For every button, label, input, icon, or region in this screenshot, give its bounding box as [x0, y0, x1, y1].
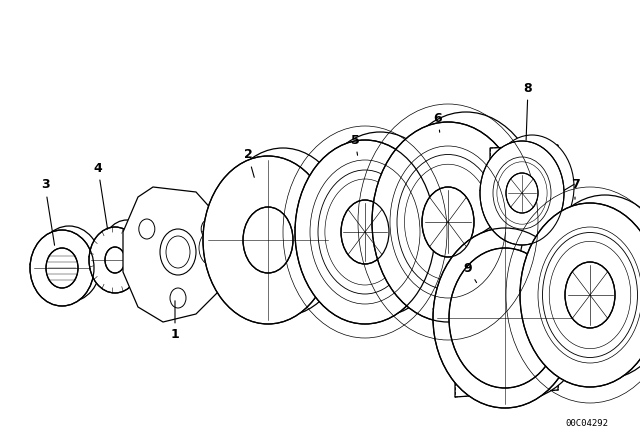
Text: 7: 7 — [571, 178, 579, 199]
Ellipse shape — [295, 140, 435, 324]
Ellipse shape — [310, 132, 450, 316]
Ellipse shape — [53, 244, 85, 284]
Ellipse shape — [516, 167, 548, 207]
Ellipse shape — [490, 135, 574, 239]
Text: 6: 6 — [434, 112, 442, 132]
Ellipse shape — [243, 207, 293, 273]
Text: 00C04292: 00C04292 — [565, 419, 608, 428]
Ellipse shape — [463, 240, 575, 380]
Ellipse shape — [203, 156, 333, 324]
Text: 2: 2 — [244, 148, 254, 177]
Ellipse shape — [372, 122, 524, 322]
Ellipse shape — [506, 173, 538, 213]
Text: 3: 3 — [41, 178, 54, 245]
Text: 5: 5 — [351, 134, 360, 155]
Polygon shape — [490, 145, 558, 268]
Ellipse shape — [422, 187, 474, 257]
Ellipse shape — [449, 248, 561, 388]
Polygon shape — [455, 265, 558, 397]
Text: 8: 8 — [524, 82, 532, 140]
Ellipse shape — [170, 288, 186, 308]
Ellipse shape — [37, 226, 101, 302]
Ellipse shape — [139, 219, 155, 239]
Ellipse shape — [535, 195, 640, 379]
Ellipse shape — [440, 177, 492, 247]
Ellipse shape — [101, 220, 153, 286]
Ellipse shape — [480, 141, 564, 245]
Ellipse shape — [46, 248, 78, 288]
Ellipse shape — [105, 247, 125, 273]
Polygon shape — [123, 187, 233, 322]
Ellipse shape — [89, 227, 141, 293]
Ellipse shape — [199, 230, 227, 266]
Ellipse shape — [191, 220, 235, 276]
Ellipse shape — [117, 240, 137, 266]
Ellipse shape — [565, 262, 615, 328]
Ellipse shape — [30, 230, 94, 306]
Ellipse shape — [433, 228, 577, 408]
Ellipse shape — [201, 219, 217, 239]
Ellipse shape — [258, 199, 308, 265]
Ellipse shape — [218, 148, 348, 316]
Ellipse shape — [447, 220, 591, 400]
Ellipse shape — [160, 229, 196, 275]
Text: 1: 1 — [171, 301, 179, 341]
Ellipse shape — [341, 200, 389, 264]
Ellipse shape — [166, 236, 190, 268]
Ellipse shape — [580, 254, 630, 320]
Ellipse shape — [356, 192, 404, 256]
Ellipse shape — [390, 112, 542, 312]
Ellipse shape — [520, 203, 640, 387]
Text: 9: 9 — [464, 262, 477, 283]
Text: 4: 4 — [93, 161, 108, 229]
